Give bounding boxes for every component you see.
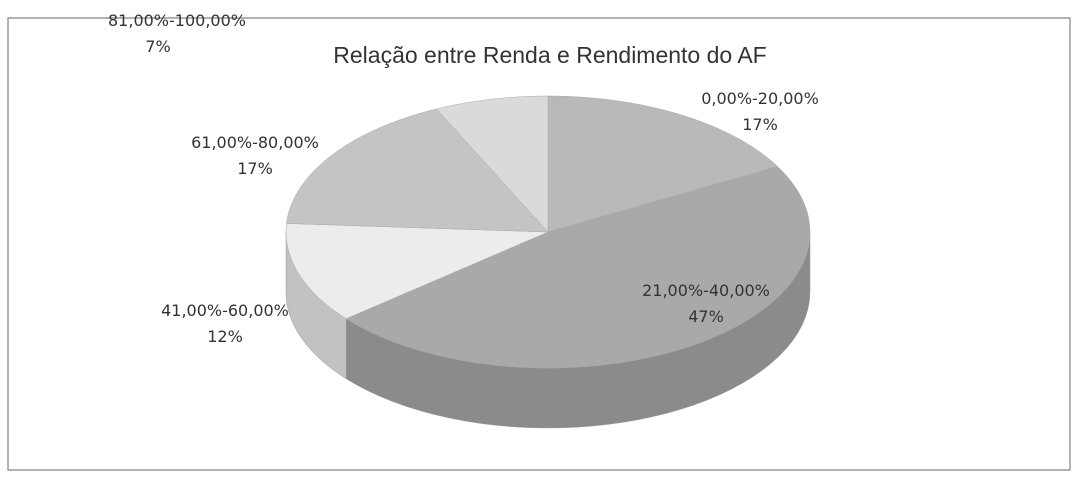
- data-label-value: 12%: [207, 327, 243, 346]
- data-label-category: 41,00%-60,00%: [161, 301, 289, 320]
- data-label-category: 0,00%-20,00%: [701, 89, 819, 108]
- data-label-value: 17%: [742, 115, 778, 134]
- slice: [345, 166, 811, 369]
- slice: [286, 108, 549, 233]
- data-label-category: 61,00%-80,00%: [191, 133, 319, 152]
- slice: [547, 95, 779, 233]
- data-label-value: 7%: [145, 37, 171, 56]
- data-label-category: 21,00%-40,00%: [642, 281, 770, 300]
- slice: [285, 223, 549, 319]
- slice: [435, 95, 549, 233]
- chart-title: Relação entre Renda e Rendimento do AF: [333, 42, 767, 68]
- data-label-value: 17%: [237, 159, 273, 178]
- data-label-value: 47%: [688, 307, 724, 326]
- data-label-category: 81,00%-100,00%: [108, 11, 246, 30]
